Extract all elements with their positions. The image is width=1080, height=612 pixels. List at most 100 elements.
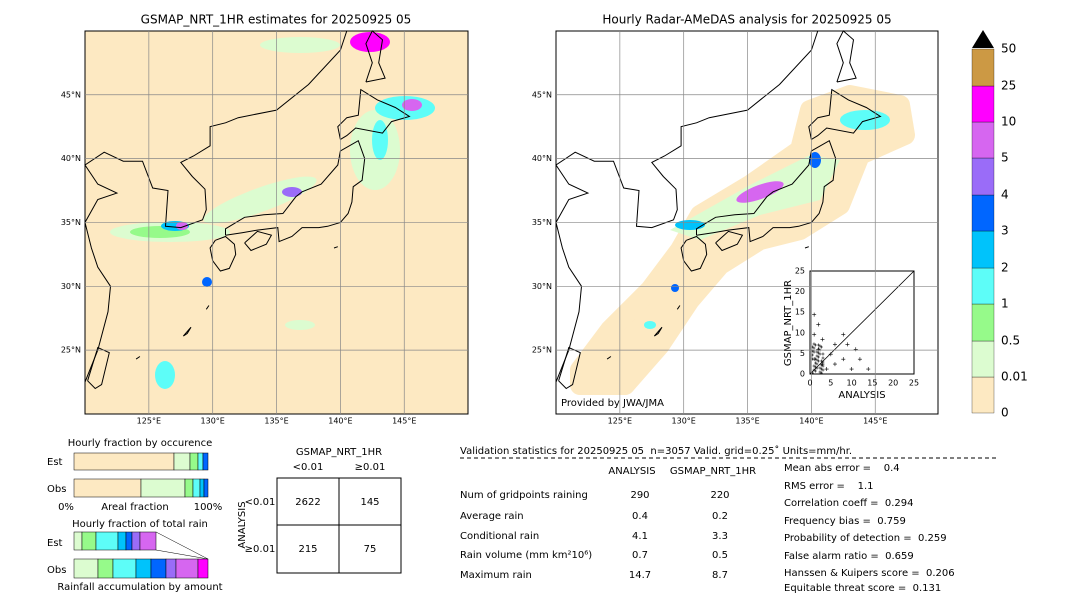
occurrence-axis-right: 100%: [194, 502, 223, 513]
scatter-x-label: ANALYSIS: [838, 390, 885, 401]
colorbar-label: 4: [1001, 188, 1009, 202]
lon-label: 125°E: [137, 417, 161, 426]
scatter-point: [841, 357, 846, 362]
scatter-point: [832, 362, 837, 367]
colorbar-segment: [971, 85, 995, 123]
scatter-point: [828, 352, 833, 357]
lon-label: 125°E: [608, 417, 632, 426]
left-map-title: GSMAP_NRT_1HR estimates for 20250925 05: [141, 13, 412, 27]
coastline: [804, 246, 809, 249]
lat-label: 25°N: [532, 346, 552, 355]
lon-label: 135°E: [735, 417, 759, 426]
contingency-cell: 2622: [295, 497, 320, 508]
score: False alarm ratio = 0.659: [784, 551, 914, 562]
scatter-point: [849, 367, 854, 372]
amount-title: Hourly fraction of total rain: [72, 519, 208, 530]
coastline: [337, 88, 411, 140]
colorbar: [972, 30, 994, 48]
colorbar-segment: [971, 157, 995, 196]
contingency-cell: 75: [364, 544, 377, 555]
validation-row-label: Maximum rain: [460, 570, 532, 581]
score: Correlation coeff = 0.294: [784, 498, 914, 509]
validation-column: GSMAP_NRT_1HR: [670, 466, 756, 477]
scatter-x-tick: 20: [888, 379, 898, 388]
scatter-point: [816, 322, 821, 327]
scatter-y-tick: 0: [800, 370, 805, 379]
colorbar-segment: [971, 303, 995, 342]
contingency-col-label: <0.01: [293, 462, 324, 473]
scatter-point: [812, 312, 817, 317]
contingency-row-label: ≥0.01: [245, 544, 276, 555]
colorbar-label: 50: [1001, 42, 1016, 56]
amount-axis-label: Rainfall accumulation by amount: [57, 582, 222, 593]
validation-row-label: Average rain: [460, 511, 524, 522]
colorbar-label: 25: [1001, 79, 1016, 93]
scatter-point: [818, 352, 822, 356]
scatter-point: [820, 337, 825, 342]
colorbar-label: 10: [1001, 115, 1016, 129]
colorbar-segment: [971, 48, 995, 87]
right-map-title: Hourly Radar-AMeDAS analysis for 2025092…: [602, 13, 891, 27]
coastline: [244, 230, 273, 252]
validation-value: 3.3: [712, 531, 728, 542]
scatter-point: [832, 342, 837, 347]
contingency-col-title: GSMAP_NRT_1HR: [296, 447, 382, 458]
occurrence-axis-label: Areal fraction: [101, 502, 168, 513]
validation-row-label: Conditional rain: [460, 531, 539, 542]
lat-label: 30°N: [61, 282, 81, 291]
score: Equitable threat score = 0.131: [784, 583, 941, 594]
validation-value: 0.4: [632, 511, 648, 522]
credit: Provided by JWA/JMA: [561, 398, 664, 409]
scatter-point: [814, 369, 817, 373]
score: Probability of detection = 0.259: [784, 533, 947, 544]
validation-header: Validation statistics for 20250925 05 n=…: [460, 445, 852, 457]
scatter-point: [841, 332, 846, 337]
contingency-row-label: <0.01: [245, 497, 276, 508]
validation-value: 0.2: [712, 511, 728, 522]
colorbar-segment: [971, 194, 995, 232]
scatter-point: [824, 367, 829, 372]
colorbar-segment: [971, 267, 995, 305]
colorbar-segment: [971, 121, 995, 159]
lat-label: 35°N: [532, 218, 552, 227]
lat-label: 30°N: [532, 282, 552, 291]
scatter-point: [821, 360, 825, 364]
validation-row-label: Rain volume (mm km²10⁶): [460, 550, 592, 561]
coastline: [225, 139, 366, 243]
scatter-x-tick: 10: [847, 379, 857, 388]
scatter-point: [817, 355, 820, 359]
colorbar-segment: [971, 230, 995, 269]
contingency-cell: 215: [298, 544, 317, 555]
occurrence-bars: [73, 452, 209, 498]
scatter-point: [815, 362, 819, 366]
lon-label: 130°E: [201, 417, 225, 426]
validation-column: ANALYSIS: [608, 466, 655, 477]
scatter-y-label: GSMAP_NRT_1HR: [783, 280, 794, 366]
scatter-point: [821, 368, 825, 372]
coastline: [715, 230, 744, 252]
scatter-point: [857, 357, 862, 362]
score: Mean abs error = 0.4: [784, 463, 900, 474]
scatter-point: [820, 362, 825, 367]
lat-label: 40°N: [61, 154, 81, 163]
lat-label: 35°N: [61, 218, 81, 227]
occurrence-title: Hourly fraction by occurence: [68, 438, 212, 449]
validation-value: 220: [710, 490, 729, 501]
colorbar-label: 0.5: [1001, 334, 1020, 348]
coastline: [205, 305, 210, 310]
lon-label: 135°E: [264, 417, 288, 426]
coastline: [182, 326, 192, 337]
coastline: [365, 30, 386, 83]
contingency-cell: 145: [360, 497, 379, 508]
occurrence-axis-left: 0%: [58, 502, 74, 513]
coastline: [135, 356, 141, 360]
occurrence-row: Obs: [47, 484, 66, 495]
colorbar-segment: [971, 340, 995, 378]
scatter-point: [853, 347, 858, 352]
colorbar-label: 3: [1001, 224, 1009, 238]
coastline: [209, 235, 237, 272]
scatter-y-tick: 25: [795, 267, 805, 276]
scatter-point: [821, 364, 825, 368]
validation-value: 4.1: [632, 531, 648, 542]
amount-row: Est: [47, 538, 63, 549]
